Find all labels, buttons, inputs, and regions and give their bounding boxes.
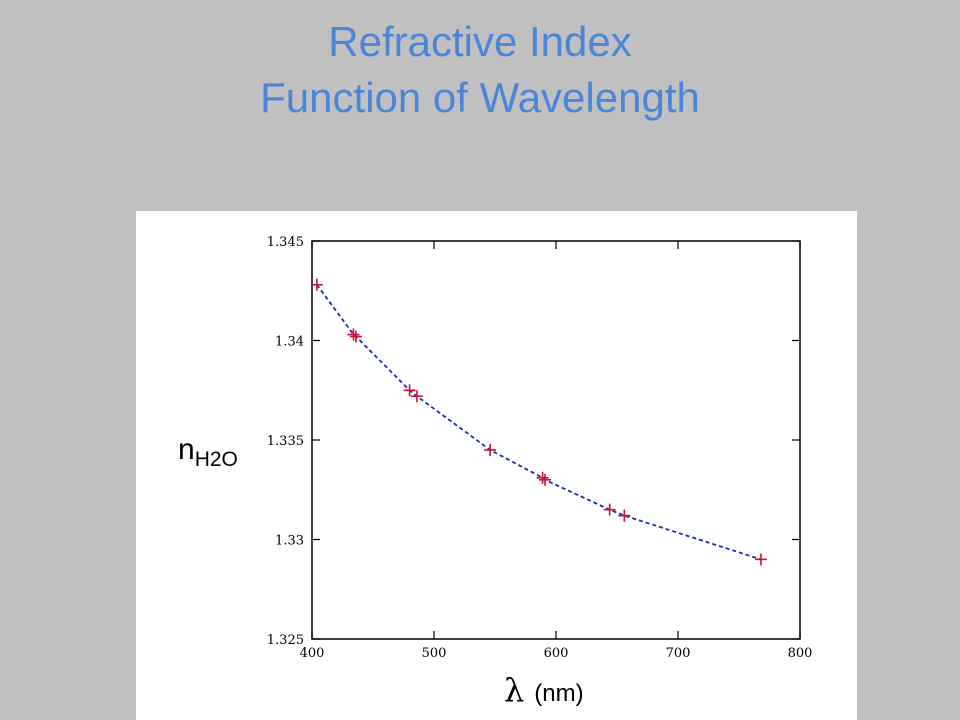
- data-point: [347, 328, 360, 341]
- y-axis-label-base: n: [178, 433, 195, 466]
- data-point: [539, 473, 552, 486]
- y-tick-label: 1.34: [275, 335, 304, 350]
- y-tick-label: 1.325: [267, 633, 304, 648]
- x-tick-label: 800: [788, 646, 813, 661]
- data-point: [618, 509, 631, 522]
- x-axis-label: λ (nm): [504, 671, 584, 709]
- x-tick-label: 700: [666, 646, 691, 661]
- plot-frame: [311, 240, 801, 640]
- data-point: [349, 330, 362, 343]
- x-tick-label: 600: [544, 646, 569, 661]
- fit-line: [316, 284, 762, 561]
- x-tick-label: 400: [300, 646, 325, 661]
- data-point: [403, 384, 416, 397]
- chart-panel: 1.325 1.33 1.335 1.34 1.345 400 500 600 700 800 …: [136, 211, 857, 720]
- data-points-group: [310, 278, 767, 566]
- fit-line-group: [316, 284, 762, 561]
- y-axis-label-subscript: H2O: [195, 448, 238, 471]
- data-point: [410, 390, 423, 403]
- title-line-1: Refractive Index: [328, 18, 632, 65]
- data-point: [536, 471, 549, 484]
- x-axis-label-symbol: λ: [504, 671, 524, 709]
- title-line-2: Function of Wavelength: [260, 74, 700, 121]
- data-point: [310, 278, 323, 291]
- data-point: [484, 443, 497, 456]
- y-tick-label: 1.33: [275, 534, 304, 549]
- y-tick-label: 1.335: [267, 434, 304, 449]
- slide-title: Refractive Index Function of Wavelength: [0, 14, 960, 126]
- x-axis-label-unit: (nm): [534, 680, 583, 707]
- x-axis-ticks: 400 500 600 700 800: [300, 241, 813, 661]
- y-axis-label: nH2O: [178, 433, 238, 471]
- x-tick-label: 500: [422, 646, 447, 661]
- y-tick-label: 1.345: [267, 235, 304, 250]
- y-axis-ticks: 1.325 1.33 1.335 1.34 1.345: [267, 235, 800, 648]
- data-point: [754, 553, 767, 566]
- data-point: [603, 503, 616, 516]
